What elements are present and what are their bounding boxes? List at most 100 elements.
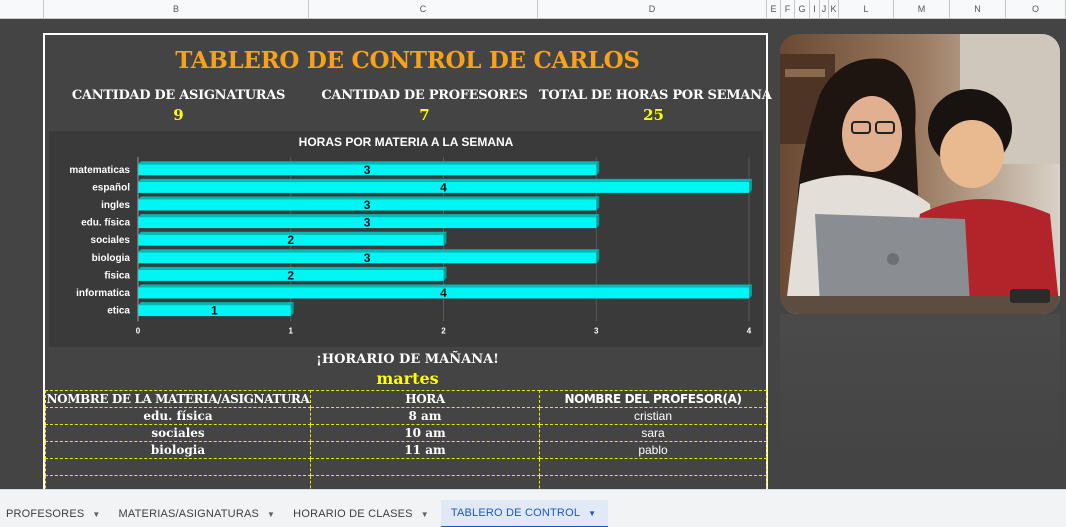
dashboard-title: TABLERO DE CONTROL DE CARLOS (175, 47, 640, 74)
bar (138, 181, 749, 193)
bar (138, 269, 444, 281)
cell-subject[interactable]: sociales (45, 424, 311, 442)
chart-title: HORAS POR MATERIA A LA SEMANA (298, 135, 514, 149)
x-tick-label: 4 (747, 326, 752, 335)
column-header-m[interactable]: M (894, 0, 950, 19)
bar (138, 305, 291, 317)
column-header-k[interactable]: K (829, 0, 839, 19)
table-row: sociales 10 am sara (45, 424, 767, 442)
chevron-down-icon[interactable]: ▼ (267, 509, 276, 519)
table-row: edu. física 8 am cristian (45, 407, 767, 425)
column-header-o[interactable]: O (1006, 0, 1066, 19)
cell-hour[interactable]: 11 am (310, 441, 540, 459)
tab-label: TABLERO DE CONTROL (450, 507, 581, 519)
tab-horario-de-clases[interactable]: HORARIO DE CLASES ▼ (287, 500, 441, 527)
column-header-g[interactable]: G (795, 0, 810, 19)
data-label: 1 (211, 304, 218, 318)
bar-top (138, 161, 600, 165)
data-label: 2 (287, 268, 294, 282)
bar-side (749, 178, 752, 193)
bar (138, 234, 444, 246)
category-label: sociales (91, 235, 131, 246)
column-header-i[interactable]: I (810, 0, 820, 19)
column-header-e[interactable]: E (767, 0, 781, 19)
x-tick-label: 0 (136, 326, 141, 335)
bar-top (138, 266, 447, 270)
bar-side (596, 161, 600, 176)
tab-label: MATERIAS/ASIGNATURAS (118, 508, 260, 520)
bar-top (138, 284, 752, 288)
stat-label-hours: TOTAL DE HORAS POR SEMANA (539, 88, 772, 103)
bar-top (138, 249, 600, 253)
bar-side (443, 266, 447, 281)
bar-top (138, 196, 600, 200)
data-label: 3 (364, 251, 371, 265)
bar-top (138, 178, 752, 182)
bar (138, 252, 597, 264)
column-header-a[interactable] (0, 0, 44, 19)
stat-label-teachers: CANTIDAD DE PROFESORES (321, 88, 528, 103)
bar-top (138, 302, 294, 306)
cell-hour[interactable]: 10 am (310, 424, 540, 442)
bar (138, 217, 597, 229)
cell-empty[interactable] (45, 458, 311, 476)
chart-plot: 0 1 2 3 4 matematicas 3 español 4 ingles 3 edu. fís… (69, 157, 752, 335)
table-row-empty (45, 475, 767, 493)
cell-empty[interactable] (539, 458, 767, 476)
category-label: etica (107, 306, 130, 317)
sheet-grid[interactable]: TABLERO DE CONTROL DE CARLOS CANTIDAD DE… (0, 19, 1066, 493)
sheet-tab-bar: PROFESORES ▼ MATERIAS/ASIGNATURAS ▼ HORA… (0, 489, 1066, 527)
cell-subject[interactable]: edu. física (45, 407, 311, 425)
cell-hour[interactable]: 8 am (310, 407, 540, 425)
chevron-down-icon[interactable]: ▼ (588, 508, 597, 518)
cell-empty[interactable] (310, 458, 540, 476)
cell-teacher[interactable]: cristian (539, 407, 767, 425)
x-tick-label: 1 (289, 326, 294, 335)
cell-teacher[interactable]: pablo (539, 441, 767, 459)
category-label: biologia (92, 253, 131, 264)
data-label: 3 (364, 163, 371, 177)
bar-side (596, 196, 600, 211)
column-header-n[interactable]: N (950, 0, 1006, 19)
tab-materias-asignaturas[interactable]: MATERIAS/ASIGNATURAS ▼ (113, 500, 288, 527)
stat-value-teachers: 7 (419, 106, 430, 124)
column-header-c[interactable]: C (309, 0, 538, 19)
column-header-f[interactable]: F (781, 0, 795, 19)
data-label: 3 (364, 216, 371, 230)
table-row-empty (45, 458, 767, 476)
column-header-d[interactable]: D (538, 0, 767, 19)
table-header-row: NOMBRE DE LA MATERIA/ASIGNATURA HORA NOM… (45, 390, 767, 408)
tab-tablero-de-control[interactable]: TABLERO DE CONTROL ▼ (440, 500, 609, 527)
image-reflection (780, 314, 1060, 464)
header-subject[interactable]: NOMBRE DE LA MATERIA/ASIGNATURA (45, 390, 311, 408)
stat-value-hours: 25 (643, 106, 664, 124)
tomorrow-day: martes (376, 369, 439, 388)
chevron-down-icon[interactable]: ▼ (92, 509, 101, 519)
bar-top (138, 231, 447, 235)
cell-subject[interactable]: biologia (45, 441, 311, 459)
category-label: español (92, 182, 130, 193)
header-hour[interactable]: HORA (310, 390, 540, 408)
category-label: edu. física (81, 218, 130, 229)
category-label: ingles (101, 200, 130, 211)
x-tick-label: 3 (594, 326, 599, 335)
dashboard-panel: TABLERO DE CONTROL DE CARLOS CANTIDAD DE… (43, 33, 772, 493)
column-header-l[interactable]: L (839, 0, 894, 19)
cell-teacher[interactable]: sara (539, 424, 767, 442)
bar (138, 199, 597, 211)
tomorrow-schedule-title: ¡HORARIO DE MAÑANA! (316, 352, 499, 367)
stat-value-subjects: 9 (173, 106, 184, 124)
stat-label-subjects: CANTIDAD DE ASIGNATURAS (71, 88, 286, 103)
data-label: 4 (440, 286, 447, 300)
data-label: 4 (440, 180, 447, 194)
column-header-j[interactable]: J (820, 0, 829, 19)
tomorrow-schedule-table: NOMBRE DE LA MATERIA/ASIGNATURA HORA NOM… (45, 390, 767, 493)
column-header-b[interactable]: B (44, 0, 309, 19)
tab-profesores[interactable]: PROFESORES ▼ (0, 500, 113, 527)
students-laptop-image[interactable] (780, 34, 1060, 314)
category-label: informatica (76, 288, 130, 299)
category-label: fisica (104, 270, 130, 281)
hours-chart[interactable]: HORAS POR MATERIA A LA SEMANA 0 1 2 3 4 matem… (49, 131, 763, 347)
chevron-down-icon[interactable]: ▼ (420, 509, 429, 519)
header-teacher[interactable]: NOMBRE DEL PROFESOR(A) (539, 390, 767, 408)
